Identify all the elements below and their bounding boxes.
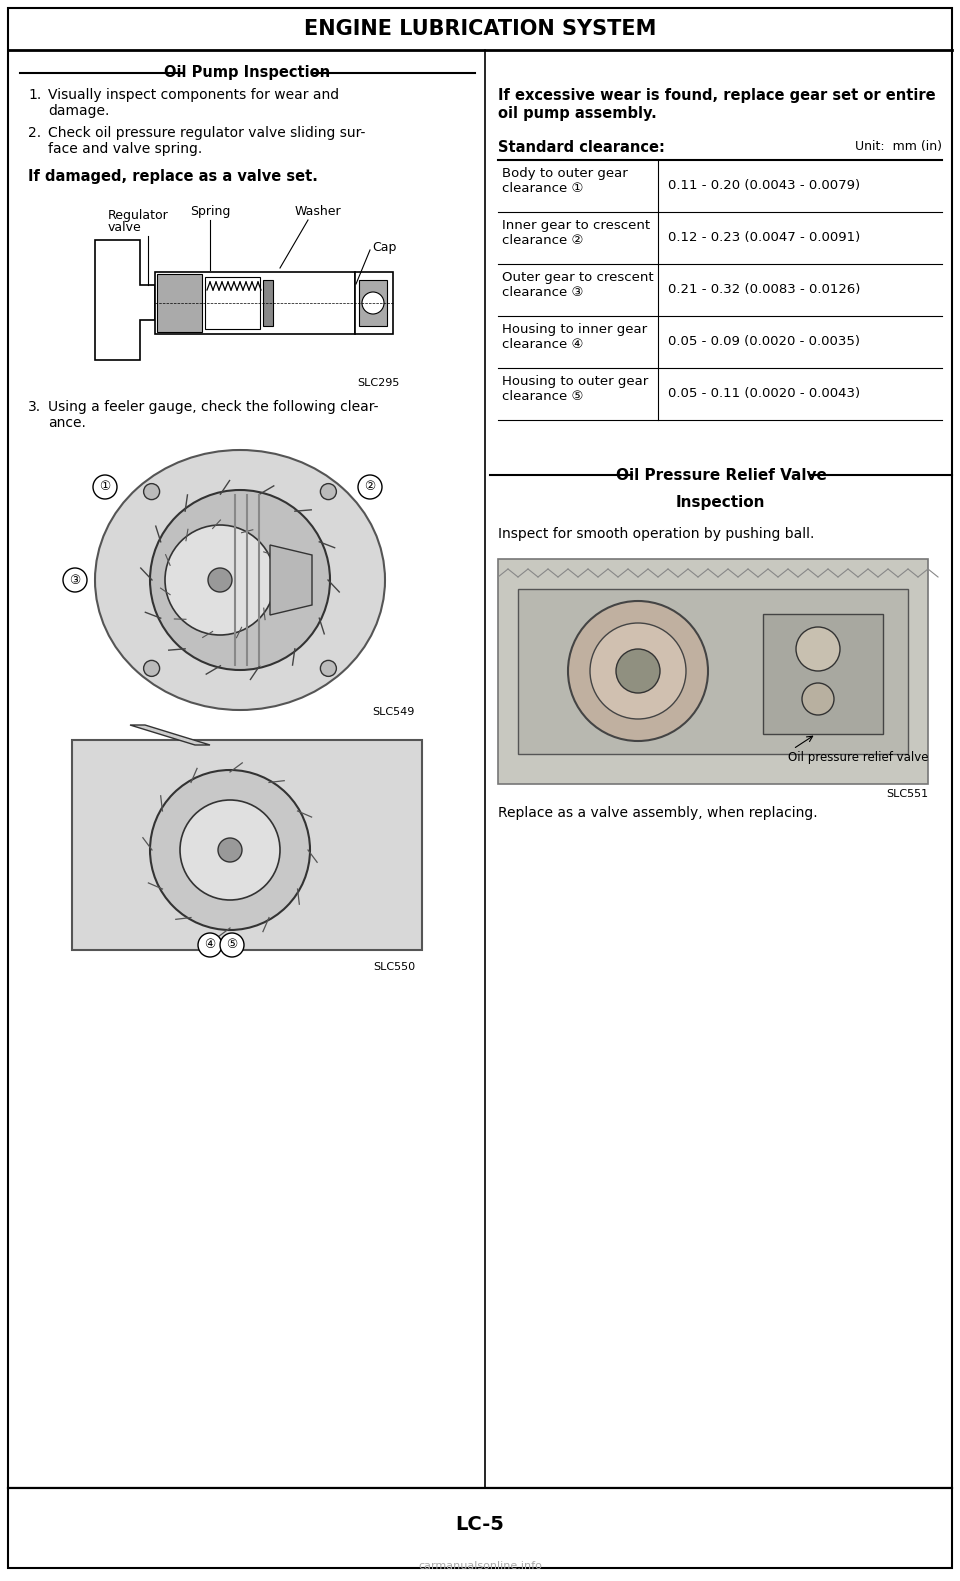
Bar [8,1488,952,1568]
Circle shape [63,568,87,591]
Circle shape [321,661,336,677]
Text: clearance ③: clearance ③ [502,286,584,299]
Text: Washer: Washer [295,206,342,218]
Polygon shape [270,545,312,615]
Text: If damaged, replace as a valve set.: If damaged, replace as a valve set. [28,169,318,183]
Circle shape [321,484,336,500]
Text: 2.: 2. [28,126,41,141]
Bar [157,274,202,332]
Circle shape [590,623,686,719]
Circle shape [568,601,708,741]
Polygon shape [355,272,393,334]
Text: ③: ③ [69,574,81,587]
Circle shape [358,474,382,500]
Circle shape [93,474,117,500]
Text: clearance ①: clearance ① [502,182,584,194]
Text: Housing to inner gear: Housing to inner gear [502,323,647,337]
Text: SLC550: SLC550 [372,961,415,972]
Circle shape [208,568,232,591]
Text: 0.05 - 0.11 (0.0020 - 0.0043): 0.05 - 0.11 (0.0020 - 0.0043) [668,387,860,400]
Circle shape [362,292,384,315]
Text: Regulator: Regulator [108,209,169,221]
Text: SLC549: SLC549 [372,707,415,718]
Text: ①: ① [100,481,110,493]
Text: 0.11 - 0.20 (0.0043 - 0.0079): 0.11 - 0.20 (0.0043 - 0.0079) [668,180,860,193]
Text: valve: valve [108,221,142,234]
Bar [359,280,387,326]
Circle shape [150,490,330,670]
Text: 1.: 1. [28,89,41,103]
Text: Housing to outer gear: Housing to outer gear [502,375,648,387]
Text: SLC295: SLC295 [358,378,400,387]
Bar [518,590,908,754]
Text: clearance ④: clearance ④ [502,338,584,351]
Ellipse shape [95,451,385,710]
Text: Using a feeler gauge, check the following clear-: Using a feeler gauge, check the followin… [48,400,378,414]
Text: Outer gear to crescent: Outer gear to crescent [502,270,654,285]
Bar [763,613,883,734]
Text: ②: ② [365,481,375,493]
Text: Oil Pump Inspection: Oil Pump Inspection [164,65,330,81]
Circle shape [218,838,242,862]
Circle shape [180,800,280,900]
Circle shape [198,933,222,957]
Text: ENGINE LUBRICATION SYSTEM: ENGINE LUBRICATION SYSTEM [303,19,657,40]
Text: face and valve spring.: face and valve spring. [48,142,203,157]
Text: 0.21 - 0.32 (0.0083 - 0.0126): 0.21 - 0.32 (0.0083 - 0.0126) [668,283,860,297]
Bar [263,280,273,326]
Text: ⑤: ⑤ [227,939,238,952]
Text: oil pump assembly.: oil pump assembly. [498,106,657,122]
Circle shape [150,770,310,930]
Text: LC-5: LC-5 [456,1516,504,1535]
Text: Cap: Cap [372,242,396,255]
Polygon shape [130,726,210,745]
Circle shape [616,648,660,692]
Circle shape [144,484,159,500]
Text: ance.: ance. [48,416,85,430]
Circle shape [165,525,275,636]
Circle shape [802,683,834,715]
Text: Replace as a valve assembly, when replacing.: Replace as a valve assembly, when replac… [498,806,818,821]
Text: damage.: damage. [48,104,109,119]
Circle shape [220,933,244,957]
Bar [72,740,422,950]
Text: Inspection: Inspection [675,495,765,511]
Text: Spring: Spring [190,206,230,218]
Text: Inner gear to crescent: Inner gear to crescent [502,220,650,232]
Text: Body to outer gear: Body to outer gear [502,168,628,180]
Text: Oil pressure relief valve: Oil pressure relief valve [788,751,928,764]
Text: Oil Pressure Relief Valve: Oil Pressure Relief Valve [615,468,827,482]
Text: carmanualsonline.info: carmanualsonline.info [418,1560,542,1572]
Bar [205,277,260,329]
Circle shape [144,661,159,677]
Text: clearance ⑤: clearance ⑤ [502,391,584,403]
Text: SLC551: SLC551 [886,789,928,798]
Text: 3.: 3. [28,400,41,414]
Polygon shape [95,240,155,360]
Text: Unit:  mm (in): Unit: mm (in) [855,141,942,153]
Text: 0.12 - 0.23 (0.0047 - 0.0091): 0.12 - 0.23 (0.0047 - 0.0091) [668,231,860,245]
Text: 0.05 - 0.09 (0.0020 - 0.0035): 0.05 - 0.09 (0.0020 - 0.0035) [668,335,860,348]
Text: ④: ④ [204,939,216,952]
Text: If excessive wear is found, replace gear set or entire: If excessive wear is found, replace gear… [498,89,936,103]
Text: Visually inspect components for wear and: Visually inspect components for wear and [48,89,339,103]
Bar [498,560,928,784]
Bar [155,272,355,334]
Text: Standard clearance:: Standard clearance: [498,141,665,155]
Circle shape [796,628,840,670]
Text: clearance ②: clearance ② [502,234,584,247]
Text: Check oil pressure regulator valve sliding sur-: Check oil pressure regulator valve slidi… [48,126,366,141]
Text: Inspect for smooth operation by pushing ball.: Inspect for smooth operation by pushing … [498,526,814,541]
